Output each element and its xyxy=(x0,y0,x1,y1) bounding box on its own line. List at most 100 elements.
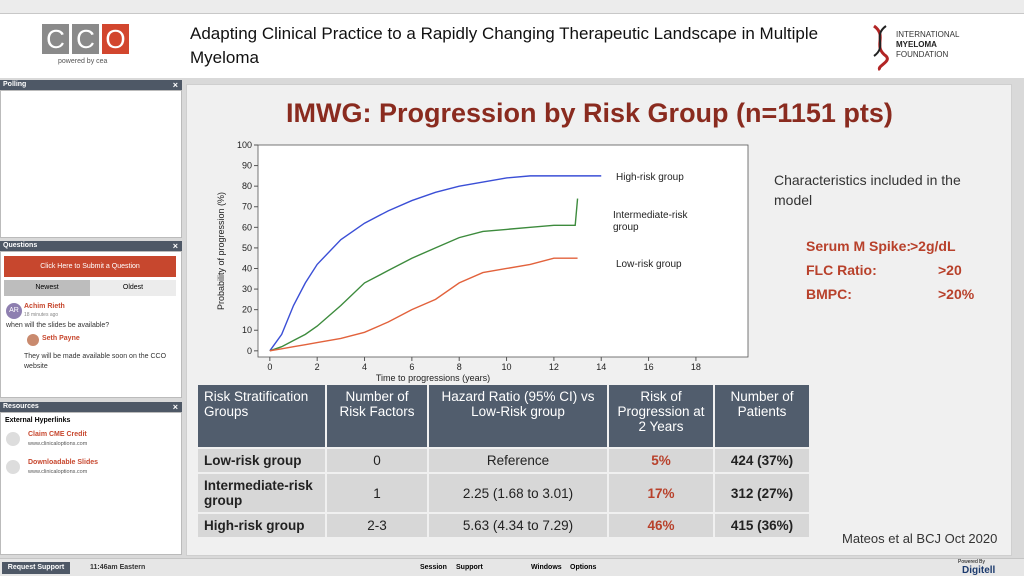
y-tick-label: 10 xyxy=(242,325,252,335)
series-label: Low-risk group xyxy=(616,259,682,270)
submit-question-button[interactable]: Click Here to Submit a Question xyxy=(4,256,176,277)
table-header: Risk Stratification Groups Number of Ris… xyxy=(198,385,811,447)
panel-title: Questions xyxy=(3,242,38,249)
resource-url: www.clinicaloptions.com xyxy=(28,469,88,475)
question: when will the slides be available? xyxy=(6,322,110,329)
time: 18 minutes ago xyxy=(24,312,59,318)
characteristics-list: Serum M Spike: >2g/dL FLC Ratio: >20 BMPC:… xyxy=(806,234,986,306)
cell: 17% xyxy=(609,474,715,512)
footer: Request Support 11:46am Eastern Session … xyxy=(0,558,1024,576)
x-tick-label: 12 xyxy=(549,362,559,372)
x-tick-label: 18 xyxy=(691,362,701,372)
author: Seth Payne xyxy=(42,335,80,342)
cell: 424 (37%) xyxy=(715,449,811,472)
close-button[interactable]: × xyxy=(172,241,178,251)
series-line xyxy=(269,198,579,352)
x-tick-label: 0 xyxy=(267,362,272,372)
characteristic: FLC Ratio: >20 xyxy=(806,258,986,282)
x-axis-title: Time to progressions (years) xyxy=(376,373,490,383)
y-axis-title: Probability of progression (%) xyxy=(216,192,226,310)
resource-link[interactable]: Claim CME Credit xyxy=(28,431,87,438)
cell: Reference xyxy=(429,449,609,472)
characteristics-heading: Characteristics included in the model xyxy=(774,172,961,208)
x-tick-label: 14 xyxy=(596,362,606,372)
clock: 11:46am Eastern xyxy=(90,564,146,571)
series-label: High-risk group xyxy=(616,172,684,183)
header-cell: Number of Risk Factors xyxy=(327,385,429,447)
close-button[interactable]: × xyxy=(172,80,178,90)
x-tick-label: 2 xyxy=(315,362,320,372)
y-tick-label: 90 xyxy=(242,161,252,171)
author: Achim Rieth xyxy=(24,303,65,310)
panel-title: Polling xyxy=(3,81,27,88)
tab-newest[interactable]: Newest xyxy=(4,280,90,296)
reply: They will be made available soon on the … xyxy=(24,353,167,370)
request-support-button[interactable]: Request Support xyxy=(2,562,70,574)
resources-panel: External Hyperlinks Claim CME Credit www… xyxy=(0,412,182,555)
y-tick-label: 30 xyxy=(242,284,252,294)
characteristic: Serum M Spike: >2g/dL xyxy=(806,234,986,258)
y-tick-label: 0 xyxy=(247,346,252,356)
cell: 5.63 (4.34 to 7.29) xyxy=(429,514,609,537)
questions-panel: Click Here to Submit a Question Newest O… xyxy=(0,251,182,398)
panel-title: Resources xyxy=(3,403,39,410)
resource-link[interactable]: Downloadable Slides xyxy=(28,459,99,466)
characteristic-value: >20 xyxy=(938,262,962,278)
y-tick-label: 20 xyxy=(242,305,252,315)
x-tick-label: 6 xyxy=(409,362,414,372)
y-tick-label: 70 xyxy=(242,202,252,212)
x-tick-label: 8 xyxy=(457,362,462,372)
cell: Low-risk group xyxy=(198,449,327,472)
header-cell: Hazard Ratio (95% CI) vs Low-Risk group xyxy=(429,385,609,447)
partner-line: FOUNDATION xyxy=(896,50,949,59)
header-cell: Risk of Progression at 2 Years xyxy=(609,385,715,447)
tab-oldest[interactable]: Oldest xyxy=(90,280,176,296)
link-icon xyxy=(6,460,20,474)
slide-title: IMWG: Progression by Risk Group (n=1151 … xyxy=(286,98,893,128)
panel-header: Resources × xyxy=(0,402,182,412)
close-button[interactable]: × xyxy=(172,402,178,412)
characteristic-value: >20% xyxy=(938,286,975,302)
characteristic-label: Serum M Spike: xyxy=(806,238,912,254)
menu-item[interactable]: Windows xyxy=(531,564,562,571)
plot-frame xyxy=(257,144,749,358)
browser-bar xyxy=(0,0,1024,14)
y-tick-label: 100 xyxy=(237,140,252,150)
x-tick-label: 16 xyxy=(644,362,654,372)
cell: 2.25 (1.68 to 3.01) xyxy=(429,474,609,512)
x-tick-label: 4 xyxy=(362,362,367,372)
series-line xyxy=(269,175,602,352)
cell: 2-3 xyxy=(327,514,429,537)
x-tick-label: 10 xyxy=(502,362,512,372)
logo-letter: C xyxy=(42,24,69,54)
logo-letter: O xyxy=(102,24,129,54)
logo-letter: C xyxy=(72,24,99,54)
resources-heading: External Hyperlinks xyxy=(5,417,71,424)
menu-item[interactable]: Options xyxy=(570,564,597,571)
powered-by: powered by cea xyxy=(58,58,108,65)
cell: 415 (36%) xyxy=(715,514,811,537)
polling-panel xyxy=(0,90,182,238)
characteristic-label: FLC Ratio: xyxy=(806,262,877,278)
header: C C O powered by cea Adapting Clinical P… xyxy=(0,14,1024,78)
brand: Digitell xyxy=(962,565,996,576)
y-tick-label: 80 xyxy=(242,181,252,191)
cell: 0 xyxy=(327,449,429,472)
panel-header: Polling × xyxy=(0,80,182,90)
cell: 5% xyxy=(609,449,715,472)
cell: 312 (27%) xyxy=(715,474,811,512)
menu-item[interactable]: Session xyxy=(420,564,447,571)
y-tick-label: 60 xyxy=(242,222,252,232)
partner-line: MYELOMA xyxy=(896,40,937,49)
link-icon xyxy=(6,432,20,446)
cell: High-risk group xyxy=(198,514,327,537)
menu-item[interactable]: Support xyxy=(456,564,483,571)
cell: 46% xyxy=(609,514,715,537)
resource-url: www.clinicaloptions.com xyxy=(28,441,88,447)
risk-table: Risk Stratification Groups Number of Ris… xyxy=(198,383,811,539)
table-row: Low-risk group 0 Reference 5% 424 (37%) xyxy=(198,449,811,472)
powered-by: Powered By xyxy=(958,559,985,565)
header-cell: Number of Patients xyxy=(715,385,811,447)
